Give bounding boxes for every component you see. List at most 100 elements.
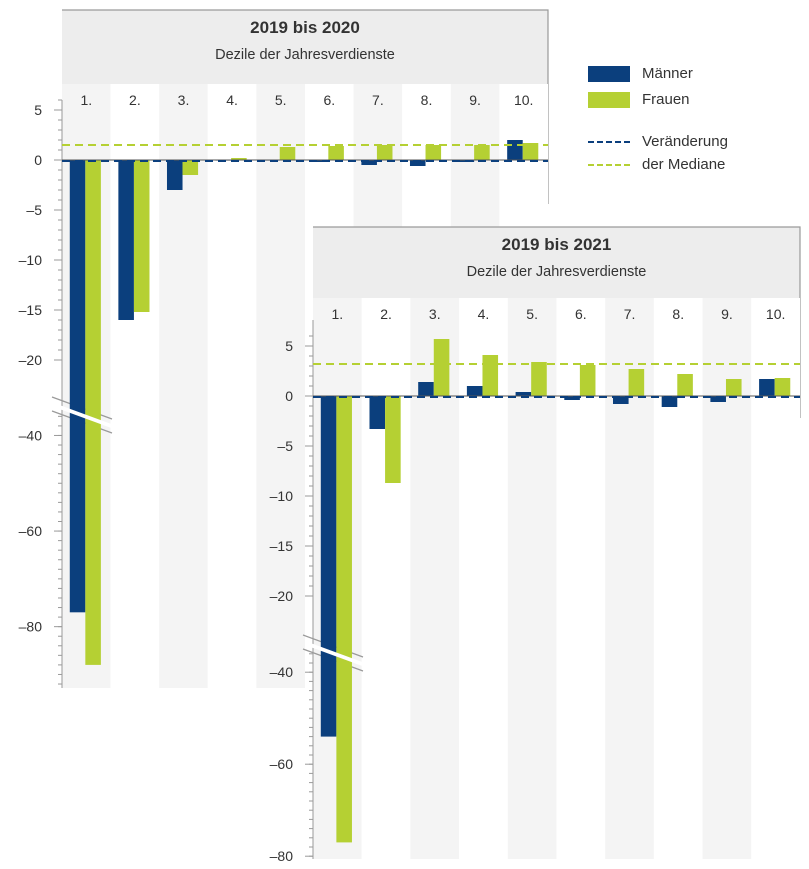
y-tick-label: –60 (270, 756, 294, 772)
category-label: 1. (332, 306, 344, 322)
category-label: 5. (275, 92, 287, 108)
bar-women (231, 158, 247, 160)
category-label: 9. (721, 306, 733, 322)
category-label: 10. (766, 306, 785, 322)
y-tick-label: 5 (285, 338, 293, 354)
bar-women (385, 396, 401, 483)
bar-men (661, 396, 678, 407)
legend-label-median-line2: der Mediane (642, 156, 726, 173)
y-tick-label: –80 (270, 848, 294, 864)
legend-item-median-men: Veränderung (588, 132, 728, 152)
y-tick-label: –5 (26, 202, 42, 218)
bar-men (564, 396, 580, 400)
bar-women (725, 379, 742, 396)
chart-title: 2019 bis 2021 (502, 235, 612, 254)
category-band (207, 84, 257, 688)
axis-break-gap (305, 641, 365, 667)
bar-women (579, 365, 596, 396)
bar-women (774, 378, 791, 396)
y-tick-label: –5 (277, 438, 293, 454)
bar-men (612, 396, 629, 404)
category-label: 6. (323, 92, 335, 108)
bar-men (759, 379, 775, 396)
bar-women (182, 160, 199, 175)
category-label: 3. (178, 92, 190, 108)
bar-women (628, 369, 645, 396)
bar-men (710, 396, 726, 402)
y-tick-label: –15 (270, 538, 294, 554)
category-label: 8. (672, 306, 684, 322)
bar-women (531, 362, 547, 396)
category-label: 8. (421, 92, 433, 108)
category-label: 6. (575, 306, 587, 322)
bar-men (466, 386, 483, 396)
y-tick-label: 5 (34, 102, 42, 118)
category-label: 1. (80, 92, 92, 108)
category-label: 4. (478, 306, 490, 322)
bar-women (482, 355, 499, 396)
bar-women (425, 145, 442, 160)
chart-subtitle: Dezile der Jahresverdienste (467, 264, 647, 280)
bar-women (433, 339, 450, 396)
category-band (256, 84, 305, 688)
bar-men (118, 160, 134, 320)
category-label: 7. (624, 306, 636, 322)
y-tick-label: –10 (270, 488, 294, 504)
category-label: 2. (129, 92, 141, 108)
category-label: 7. (372, 92, 384, 108)
legend-item-men: Männer (588, 64, 693, 84)
y-tick-label: –10 (19, 252, 43, 268)
chart-2019-2021: 2019 bis 2021 Dezile der Jahresverdienste… (270, 226, 801, 864)
bar-men (312, 160, 329, 162)
category-label: 3. (429, 306, 441, 322)
bar-men (507, 140, 523, 160)
category-label: 9. (469, 92, 481, 108)
y-tick-label: –40 (270, 664, 294, 680)
bar-women (336, 396, 352, 843)
category-label: 5. (526, 306, 538, 322)
bar-women (279, 147, 296, 160)
category-label: 4. (226, 92, 238, 108)
bar-men (369, 396, 386, 429)
bar-men (320, 396, 337, 737)
y-tick-label: –20 (19, 352, 43, 368)
y-tick-label: 0 (34, 152, 42, 168)
header-panel (62, 10, 548, 84)
bar-men (418, 382, 434, 396)
y-tick-label: –60 (19, 523, 43, 539)
bar-men (69, 160, 86, 613)
chart-title: 2019 bis 2020 (250, 18, 360, 37)
bar-women (85, 160, 101, 665)
y-tick-label: –80 (19, 619, 43, 635)
bar-men (515, 392, 532, 396)
legend-label-men: Männer (642, 65, 693, 82)
legend-item-women: Frauen (588, 90, 690, 110)
legend-item-median-women: der Mediane (588, 155, 725, 175)
bar-women (133, 160, 150, 312)
legend-dash-median-men (588, 141, 630, 143)
header-panel (313, 227, 800, 298)
bar-women (376, 145, 393, 160)
bar-women (677, 374, 693, 396)
y-tick-label: –40 (19, 427, 43, 443)
legend-label-median-line1: Veränderung (642, 133, 728, 150)
axis-break-gap (54, 403, 114, 429)
legend-dash-median-women (588, 164, 630, 166)
bar-women (328, 146, 344, 160)
category-label: 2. (380, 306, 392, 322)
category-band (361, 298, 411, 859)
bar-women (474, 145, 490, 160)
bar-men (166, 160, 183, 190)
legend-swatch-men (588, 66, 630, 82)
y-tick-label: –20 (270, 588, 294, 604)
legend-swatch-women (588, 92, 630, 108)
category-label: 10. (514, 92, 533, 108)
bar-men (409, 160, 426, 166)
legend-label-women: Frauen (642, 91, 690, 108)
bar-men (361, 160, 377, 165)
y-tick-label: 0 (285, 388, 293, 404)
y-tick-label: –15 (19, 302, 43, 318)
bar-women (522, 143, 539, 160)
chart-subtitle: Dezile der Jahresverdienste (215, 47, 395, 63)
